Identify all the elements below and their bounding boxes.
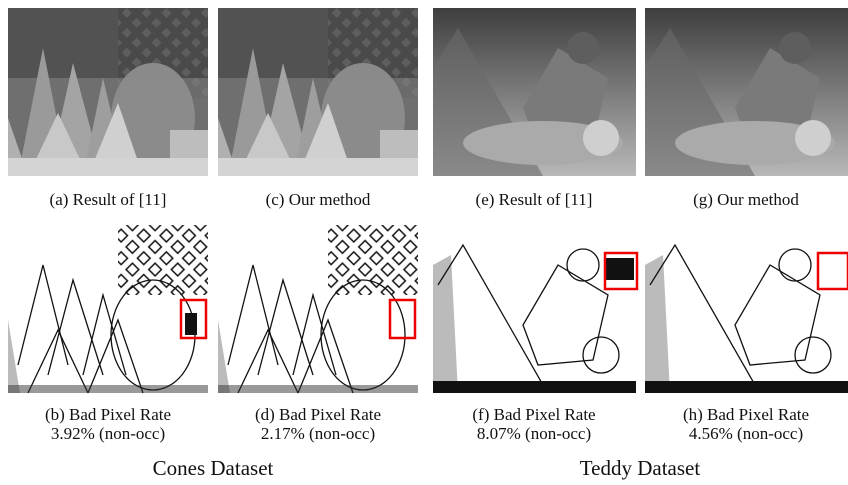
caption: (h) Bad Pixel Rate [683, 405, 809, 424]
image [433, 8, 636, 176]
image [218, 225, 418, 393]
image [433, 225, 636, 393]
rate: 3.92% (non-occ) [51, 424, 165, 443]
image [8, 225, 208, 393]
rate: 4.56% (non-occ) [689, 424, 803, 443]
caption: (f) Bad Pixel Rate [472, 405, 595, 424]
rate: 2.17% (non-occ) [261, 424, 375, 443]
caption: (a) Result of [11] [50, 190, 167, 209]
error-region [606, 258, 634, 280]
caption: (b) Bad Pixel Rate [45, 405, 171, 424]
caption: (c) Our method [266, 190, 371, 209]
image [645, 225, 848, 393]
caption: (d) Bad Pixel Rate [255, 405, 381, 424]
caption: (e) Result of [11] [476, 190, 593, 209]
error-region [185, 313, 197, 335]
image [8, 8, 208, 176]
caption: (g) Our method [693, 190, 799, 209]
image [218, 8, 418, 176]
image [645, 8, 848, 176]
rate: 8.07% (non-occ) [477, 424, 591, 443]
dataset-label: Cones Dataset [153, 456, 274, 480]
dataset-label: Teddy Dataset [580, 456, 701, 480]
figure: (a) Result of [11] (c) Our method (e) Re… [0, 0, 848, 485]
